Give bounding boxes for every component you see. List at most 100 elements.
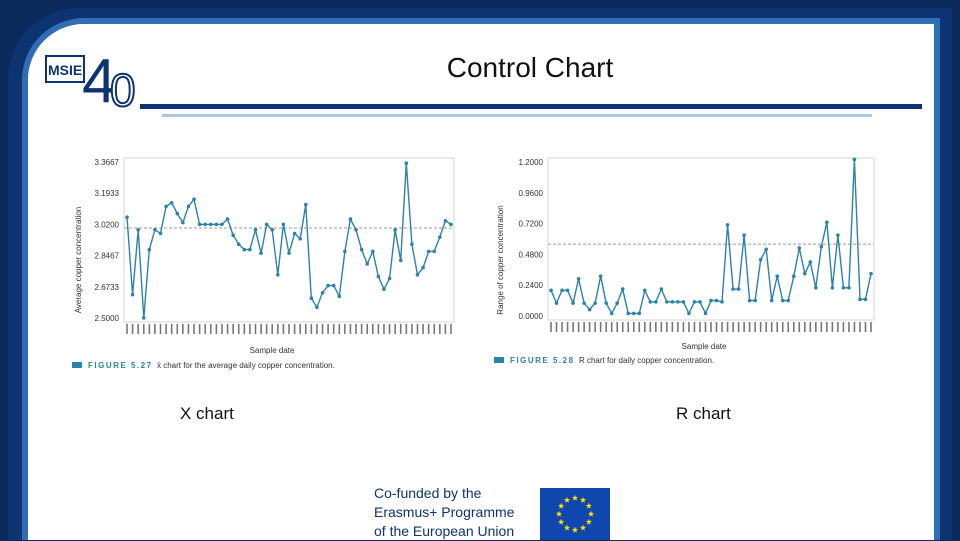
caption-marker — [494, 357, 504, 363]
data-point — [181, 220, 185, 225]
eu-star-icon — [585, 502, 592, 509]
y-tick-label: 2.6733 — [95, 283, 120, 292]
data-point — [287, 251, 291, 256]
data-point — [370, 249, 375, 254]
logo-box — [45, 55, 85, 83]
series-line — [550, 159, 872, 316]
data-point — [130, 292, 135, 297]
data-point — [214, 222, 219, 227]
plot-frame — [547, 157, 875, 321]
r-chart: Range of copper concentration Sample dat… — [496, 157, 875, 351]
y-tick-label: 1.2000 — [519, 158, 544, 167]
eu-star-icon — [579, 524, 587, 531]
data-point — [747, 298, 752, 303]
data-point — [158, 231, 163, 236]
data-point — [560, 288, 564, 293]
data-point — [753, 298, 757, 303]
data-point — [687, 311, 691, 316]
y-tick-label: 2.8467 — [95, 252, 120, 261]
data-point — [365, 262, 370, 266]
data-point — [825, 220, 829, 225]
data-point — [836, 233, 840, 237]
data-point — [604, 301, 608, 305]
data-point — [220, 222, 224, 227]
data-point — [331, 283, 336, 288]
data-point — [698, 300, 702, 304]
data-point — [203, 222, 208, 227]
data-point — [736, 287, 741, 291]
data-point — [863, 297, 868, 302]
eu-star-icon — [571, 494, 579, 501]
data-point — [236, 242, 241, 247]
xbar-chart-label: X chart — [180, 404, 234, 423]
data-point — [153, 228, 157, 232]
eu-star-icon — [558, 502, 565, 509]
data-point — [281, 222, 286, 227]
figure-caption-1: FIGURE 5.27 x̄ chart for the average dai… — [72, 361, 335, 370]
eu-star-icon — [587, 510, 595, 517]
data-point — [415, 273, 420, 277]
data-point — [421, 265, 425, 270]
eu-star-icon — [555, 510, 563, 517]
data-point — [432, 249, 437, 254]
eu-line-2: Erasmus+ Programme — [374, 504, 515, 520]
data-point — [637, 311, 642, 316]
data-point — [665, 300, 669, 304]
logo-suffix: 0 — [110, 64, 136, 112]
y-tick-label: 3.0200 — [95, 220, 120, 229]
page-title: Control Chart — [446, 52, 614, 83]
eu-star-icon — [558, 518, 565, 525]
data-point — [208, 222, 213, 227]
data-point — [609, 311, 614, 316]
data-point — [764, 247, 768, 252]
data-point — [175, 211, 180, 216]
data-point — [808, 260, 813, 264]
data-point — [626, 311, 631, 316]
x-axis-label: Sample date — [250, 346, 295, 355]
data-point — [791, 274, 796, 279]
r-chart-label: R chart — [676, 404, 731, 423]
data-point — [426, 249, 431, 254]
data-point — [359, 247, 364, 252]
data-point — [315, 305, 319, 310]
data-point — [270, 228, 275, 232]
data-point — [631, 311, 636, 316]
data-point — [169, 201, 174, 205]
data-point — [264, 222, 269, 227]
y-tick-label: 0.2400 — [519, 281, 544, 290]
y-tick-label: 3.3667 — [95, 158, 120, 167]
title-underline — [140, 104, 922, 109]
data-point — [565, 288, 570, 293]
y-tick-label: 2.5000 — [95, 314, 120, 323]
data-point — [125, 215, 129, 220]
eu-funding-banner: Co-funded by the Erasmus+ Programme of t… — [362, 476, 620, 540]
eu-text: Co-funded by the Erasmus+ Programme of t… — [374, 484, 514, 541]
plot-frame — [123, 157, 455, 323]
data-point — [692, 300, 697, 304]
y-tick-label: 3.1933 — [95, 189, 120, 198]
data-point — [852, 157, 857, 162]
data-point — [786, 298, 791, 303]
data-point — [438, 235, 442, 239]
data-point — [775, 274, 780, 279]
data-point — [354, 228, 358, 232]
slide-area — [28, 24, 934, 540]
data-point — [248, 247, 252, 252]
data-point — [797, 246, 802, 250]
data-point — [225, 217, 230, 221]
data-point — [554, 301, 559, 305]
x-axis-label: Sample date — [682, 342, 727, 351]
data-point — [303, 202, 308, 207]
eu-flag-icon — [540, 488, 610, 540]
data-point — [141, 316, 146, 320]
data-point — [681, 300, 686, 304]
data-point — [648, 300, 653, 304]
y-tick-label: 0.0000 — [519, 312, 544, 321]
data-point — [443, 219, 448, 223]
data-point — [720, 300, 724, 304]
data-point — [593, 301, 597, 305]
caption-marker — [72, 362, 82, 368]
msie-logo: MSIE 4 0 — [45, 47, 137, 112]
eu-star-icon — [563, 496, 571, 503]
data-point — [847, 285, 851, 290]
